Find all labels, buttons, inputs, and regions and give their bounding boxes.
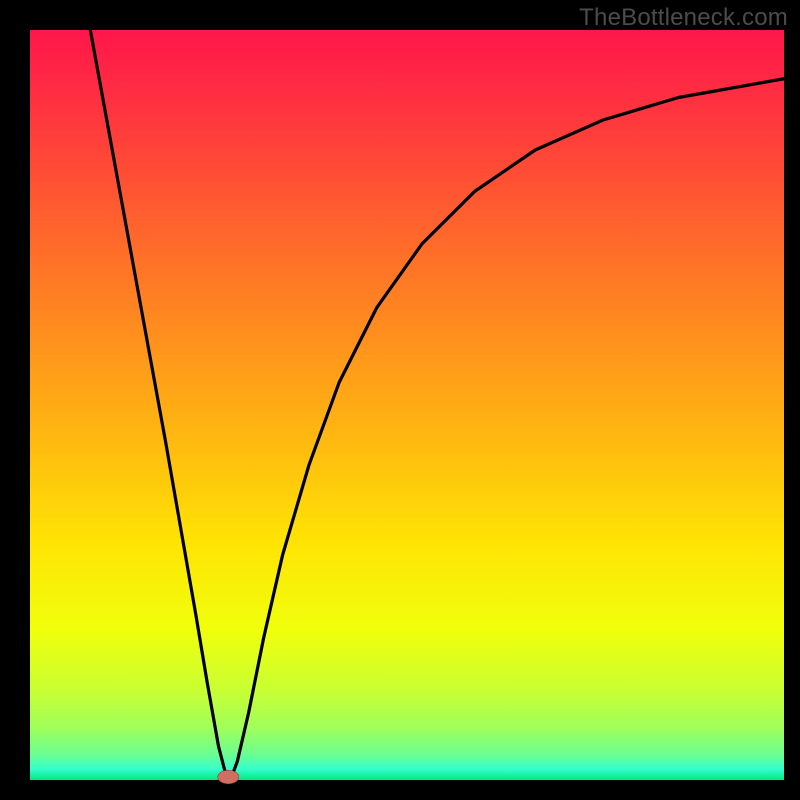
- watermark-text: TheBottleneck.com: [579, 4, 788, 32]
- chart-plot-area: [30, 30, 784, 780]
- minimum-marker: [218, 770, 239, 784]
- bottleneck-chart: [0, 0, 800, 800]
- chart-container: TheBottleneck.com: [0, 0, 800, 800]
